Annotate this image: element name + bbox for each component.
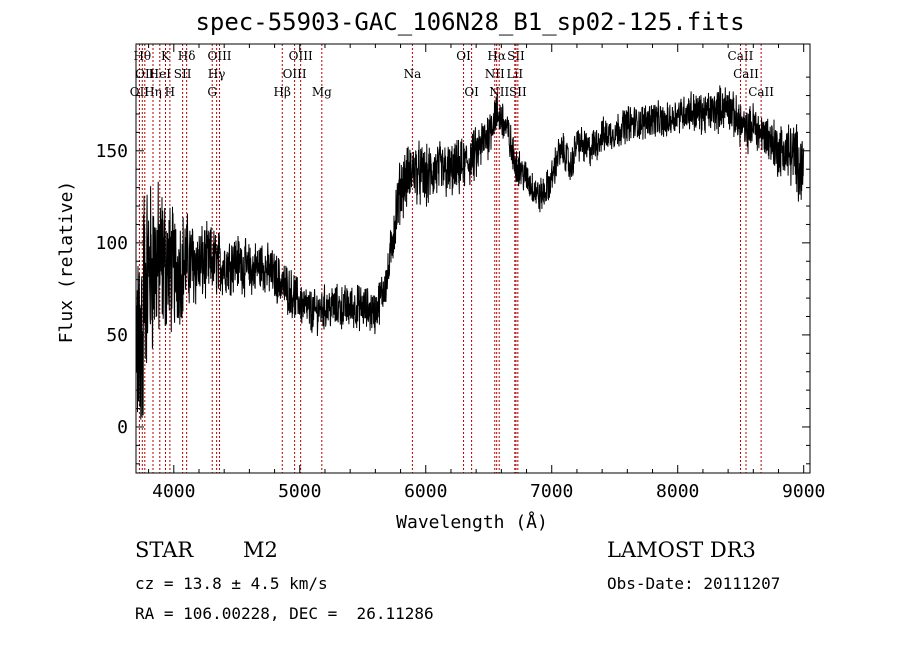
- line-marker-label: SII: [174, 67, 192, 81]
- line-marker-label: Hγ: [208, 67, 226, 81]
- x-tick-label: 4000: [152, 481, 195, 502]
- observation-date: Obs-Date: 20111207: [607, 574, 781, 593]
- x-tick-label: 8000: [656, 481, 699, 502]
- object-class: STAR: [135, 538, 194, 562]
- survey-name: LAMOST DR3: [607, 538, 756, 562]
- x-axis-label: Wavelength (Å): [396, 511, 548, 533]
- plot-frame: [135, 43, 811, 474]
- line-marker-label: NII: [485, 67, 505, 81]
- chart-axes: 4000 5000 6000 7000 8000 9000 0 50 100 150: [95, 43, 825, 502]
- line-marker-label: OIII: [207, 49, 231, 63]
- line-marker-label: H: [165, 85, 175, 99]
- line-marker-label: Hθ: [133, 49, 151, 63]
- line-marker-label: NII: [489, 85, 509, 99]
- line-marker-label: Hδ: [178, 49, 196, 63]
- line-marker-label: OIII: [283, 67, 307, 81]
- x-tick-label: 9000: [782, 481, 825, 502]
- x-tick-label: 5000: [278, 481, 321, 502]
- line-marker-label: CaII: [733, 67, 759, 81]
- line-marker-label: SII: [507, 49, 525, 63]
- line-marker-label: HeI: [149, 67, 172, 81]
- line-marker-label: OII: [135, 67, 155, 81]
- x-tick-label: 7000: [530, 481, 573, 502]
- spectrum-line: [135, 85, 805, 420]
- y-tick-label: 150: [95, 141, 128, 162]
- redshift-velocity: cz = 13.8 ± 4.5 km/s: [135, 574, 328, 593]
- line-marker-label: CaII: [728, 49, 754, 63]
- line-marker-label: Mg: [312, 85, 332, 99]
- line-marker-label: LiI: [507, 67, 524, 81]
- line-marker-label: K: [161, 49, 171, 63]
- line-marker-label: Hα: [487, 49, 506, 63]
- x-tick-label: 6000: [404, 481, 447, 502]
- y-tick-label: 0: [117, 417, 128, 438]
- line-marker-label: Hβ: [274, 85, 291, 99]
- chart-title: spec-55903-GAC_106N28_B1_sp02-125.fits: [195, 8, 745, 36]
- line-marker-label: OI: [464, 85, 479, 99]
- line-marker-label: G: [207, 85, 217, 99]
- line-marker-label: OIII: [289, 49, 313, 63]
- y-tick-label: 100: [95, 233, 128, 254]
- coordinates: RA = 106.00228, DEC = 26.11286: [135, 604, 434, 623]
- object-subclass: M2: [243, 538, 278, 562]
- line-marker-label: OI: [456, 49, 471, 63]
- spectrum-series: [135, 85, 805, 420]
- y-tick-label: 50: [106, 325, 128, 346]
- line-marker-label: Hη: [144, 85, 162, 99]
- y-axis-label: Flux (relative): [56, 181, 77, 344]
- line-marker-label: CaII: [748, 85, 774, 99]
- line-marker-label: SII: [509, 85, 527, 99]
- line-marker-label: Na: [404, 67, 422, 81]
